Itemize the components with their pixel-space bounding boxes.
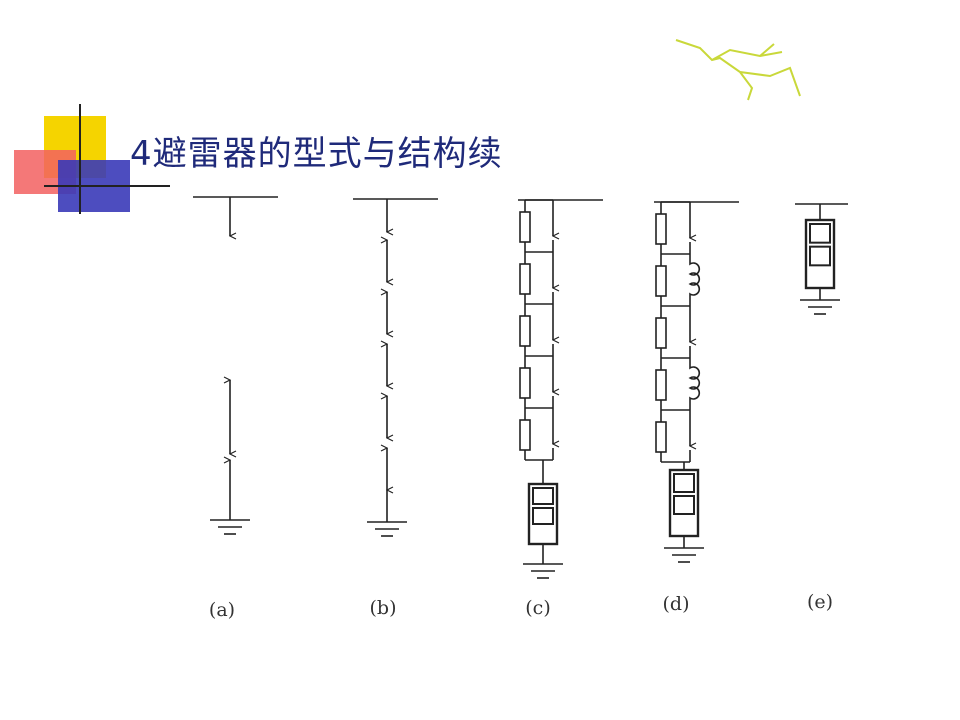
- label: (d): [663, 593, 690, 615]
- valve-block: [532, 507, 554, 525]
- label: (b): [370, 597, 397, 619]
- valve-block: [673, 495, 695, 515]
- valve-block: [809, 223, 831, 244]
- valve-block: [673, 473, 695, 493]
- resistor: [655, 317, 667, 349]
- resistor: [655, 369, 667, 401]
- resistor: [655, 421, 667, 453]
- inductor: [688, 254, 701, 306]
- label: (e): [807, 591, 833, 613]
- inductor: [688, 358, 701, 410]
- resistor: [519, 315, 531, 347]
- circuits: [193, 196, 848, 579]
- resistor: [655, 213, 667, 245]
- resistor: [655, 265, 667, 297]
- label: (c): [525, 597, 550, 619]
- resistor: [519, 263, 531, 295]
- resistor: [519, 367, 531, 399]
- resistor: [519, 211, 531, 243]
- deco-lightning: [675, 39, 801, 101]
- valve-block: [809, 245, 831, 267]
- label: (a): [209, 599, 235, 621]
- resistor: [519, 419, 531, 451]
- valve-block: [532, 487, 554, 505]
- title: 4避雷器的型式与结构续: [130, 134, 503, 174]
